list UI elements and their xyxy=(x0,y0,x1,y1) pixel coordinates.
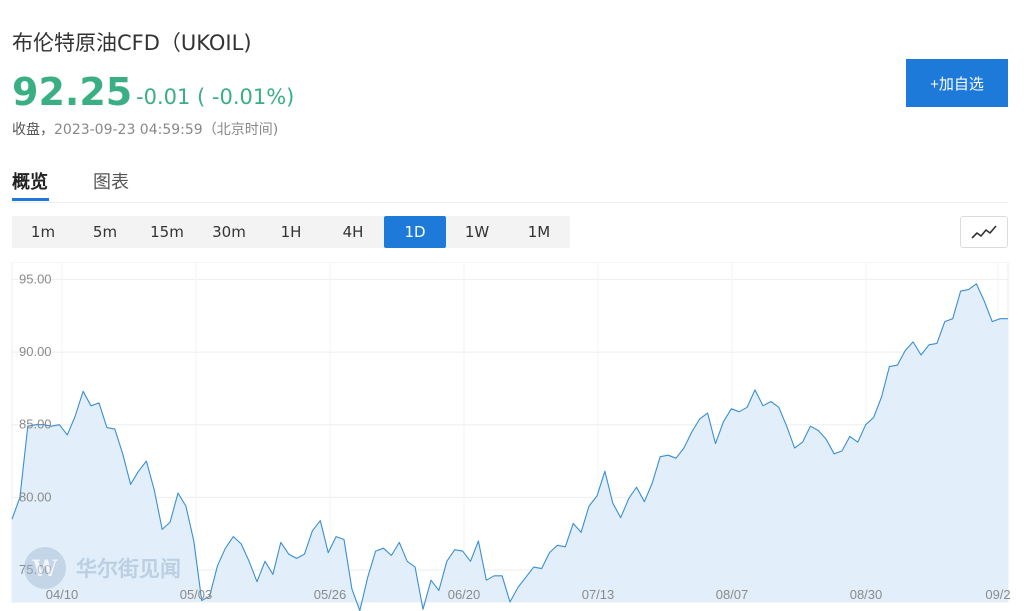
x-tick-label: 07/13 xyxy=(582,587,615,602)
price-chart[interactable]: 95.00 90.00 85.00 80.00 75.00 04/10 05/03 05/26… xyxy=(0,262,1024,611)
period-30m[interactable]: 30m xyxy=(212,223,246,241)
line-chart-icon xyxy=(971,225,997,239)
status-label: 收盘， xyxy=(12,122,54,138)
period-15m[interactable]: 15m xyxy=(150,223,184,241)
period-selector: 1m 5m 15m 30m 1H 4H 1D 1W 1M xyxy=(12,216,570,248)
period-5m[interactable]: 5m xyxy=(92,223,118,241)
tabs-divider xyxy=(12,202,1008,203)
wallstreetcn-logo-icon: W xyxy=(24,547,66,589)
instrument-title: 布伦特原油CFD（UKOIL) xyxy=(12,31,252,55)
x-tick-label: 08/07 xyxy=(716,587,749,602)
price-line xyxy=(11,283,1008,611)
x-tick-label: 08/30 xyxy=(850,587,883,602)
x-tick-label: 05/26 xyxy=(314,587,347,602)
price-change: -0.01 ( -0.01%) xyxy=(136,85,295,109)
y-tick-label: 80.00 xyxy=(19,489,52,504)
period-1w[interactable]: 1W xyxy=(464,223,490,241)
quote-timestamp: 2023-09-23 04:59:59（北京时间) xyxy=(54,122,279,138)
watermark: W 华尔街见闻 xyxy=(22,545,181,591)
active-tab-indicator xyxy=(12,198,49,201)
period-1h[interactable]: 1H xyxy=(280,223,302,241)
tab-chart[interactable]: 图表 xyxy=(93,172,129,193)
svg-text:W: W xyxy=(32,556,58,582)
chart-type-button[interactable] xyxy=(960,216,1008,248)
price-area xyxy=(12,283,1008,611)
x-tick-label: 04/10 xyxy=(46,587,79,602)
x-tick-label: 06/20 xyxy=(448,587,481,602)
x-tick-label: 05/03 xyxy=(180,587,213,602)
market-status: 收盘，2023-09-23 04:59:59（北京时间) xyxy=(12,119,278,139)
y-tick-label: 75.00 xyxy=(19,562,52,577)
period-1mo[interactable]: 1M xyxy=(527,223,551,241)
period-1m[interactable]: 1m xyxy=(30,223,56,241)
y-tick-label: 85.00 xyxy=(19,417,52,432)
y-tick-label: 90.00 xyxy=(19,344,52,359)
y-tick-label: 95.00 xyxy=(19,271,52,286)
period-1d[interactable]: 1D xyxy=(384,216,446,248)
period-4h[interactable]: 4H xyxy=(342,223,364,241)
last-price: 92.25 xyxy=(12,70,133,114)
add-to-watchlist-button[interactable]: +加自选 xyxy=(906,59,1008,107)
watermark-text: 华尔街见闻 xyxy=(76,556,181,581)
tab-overview[interactable]: 概览 xyxy=(12,172,48,193)
x-tick-label: 09/2 xyxy=(985,587,1010,602)
